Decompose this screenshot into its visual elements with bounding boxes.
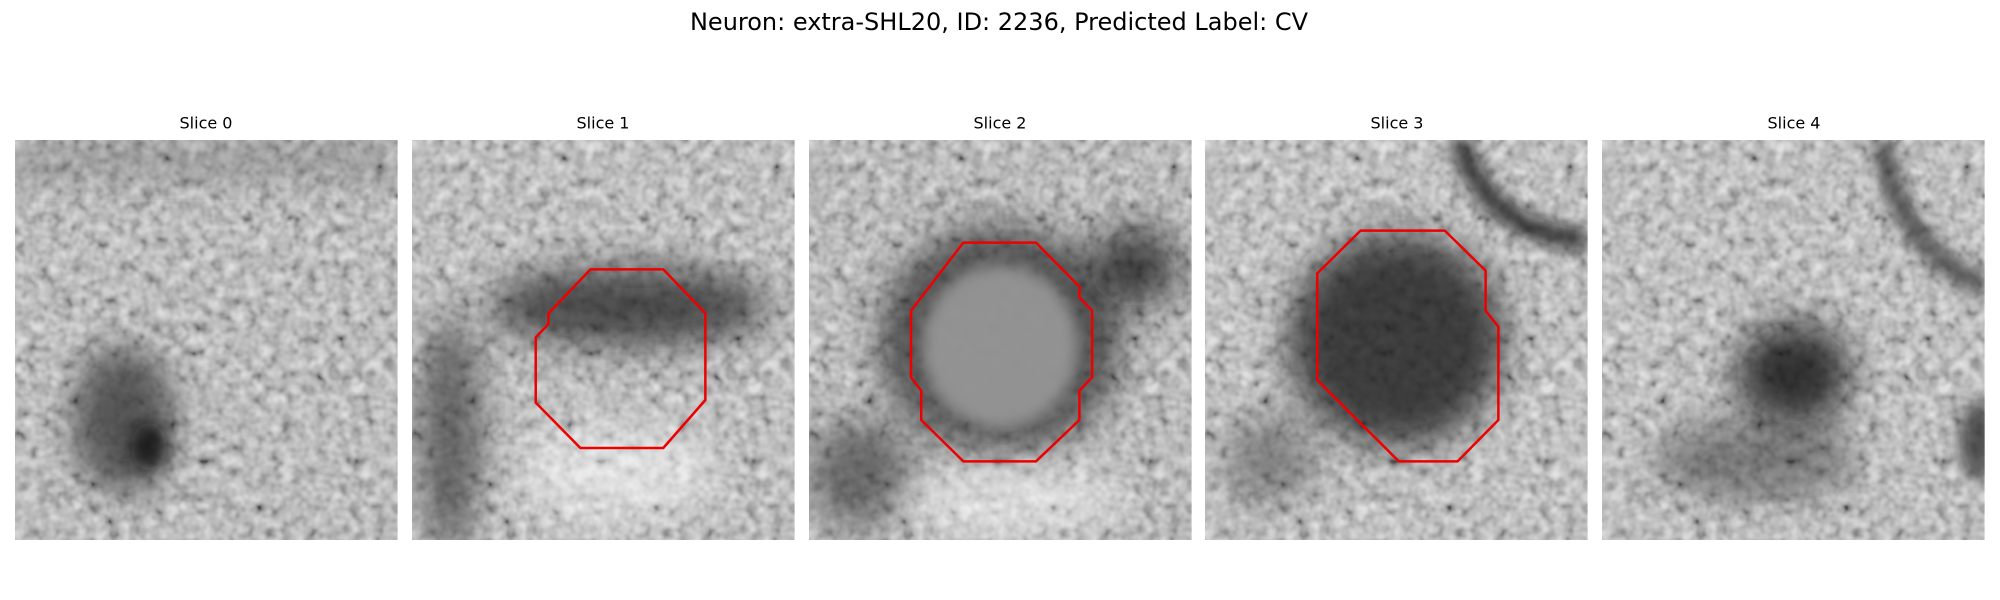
slice-image	[1602, 140, 1985, 540]
roi-outline	[536, 269, 706, 448]
roi-outline	[911, 243, 1092, 462]
slice-image	[809, 140, 1192, 540]
slice-title: Slice 3	[1371, 114, 1424, 133]
slice-title: Slice 1	[577, 114, 630, 133]
figure-title: Neuron: extra-SHL20, ID: 2236, Predicted…	[690, 8, 1309, 36]
slice-title: Slice 2	[974, 114, 1027, 133]
roi-outline	[1317, 231, 1498, 462]
slice-image	[1205, 140, 1588, 540]
slice-title: Slice 4	[1768, 114, 1821, 133]
slice-image	[15, 140, 398, 540]
slice-image	[412, 140, 795, 540]
slice-title: Slice 0	[180, 114, 233, 133]
